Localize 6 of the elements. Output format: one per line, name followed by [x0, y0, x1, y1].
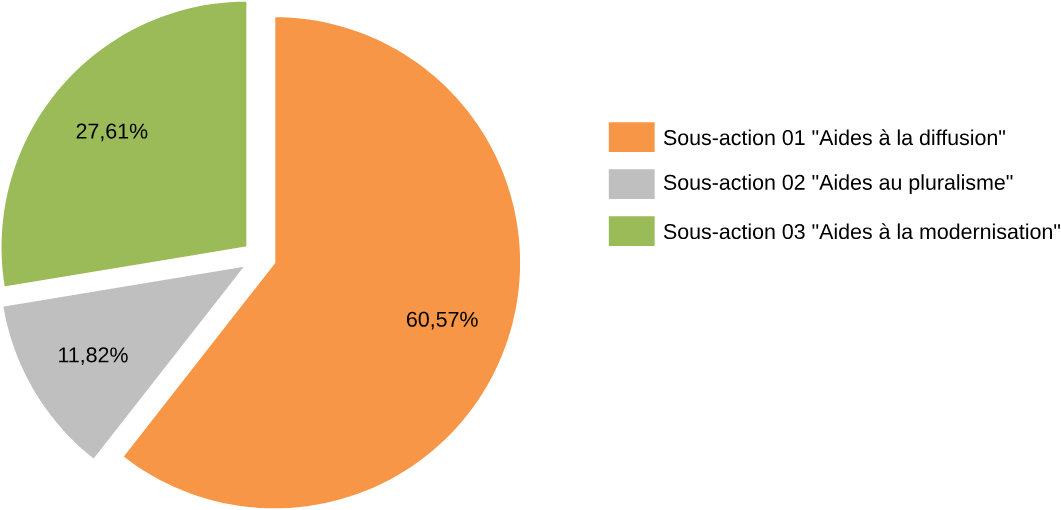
legend-label: Sous-action 03 "Aides à la modernisation": [663, 223, 1061, 240]
legend-label: Sous-action 02 "Aides au pluralisme": [663, 174, 1013, 195]
data-label: 11,82%: [59, 347, 128, 366]
legend-label: Sous-action 01 "Aides à la diffusion": [663, 129, 1005, 146]
data-label: 60,57%: [407, 311, 478, 330]
data-label: 27,61%: [76, 123, 148, 142]
